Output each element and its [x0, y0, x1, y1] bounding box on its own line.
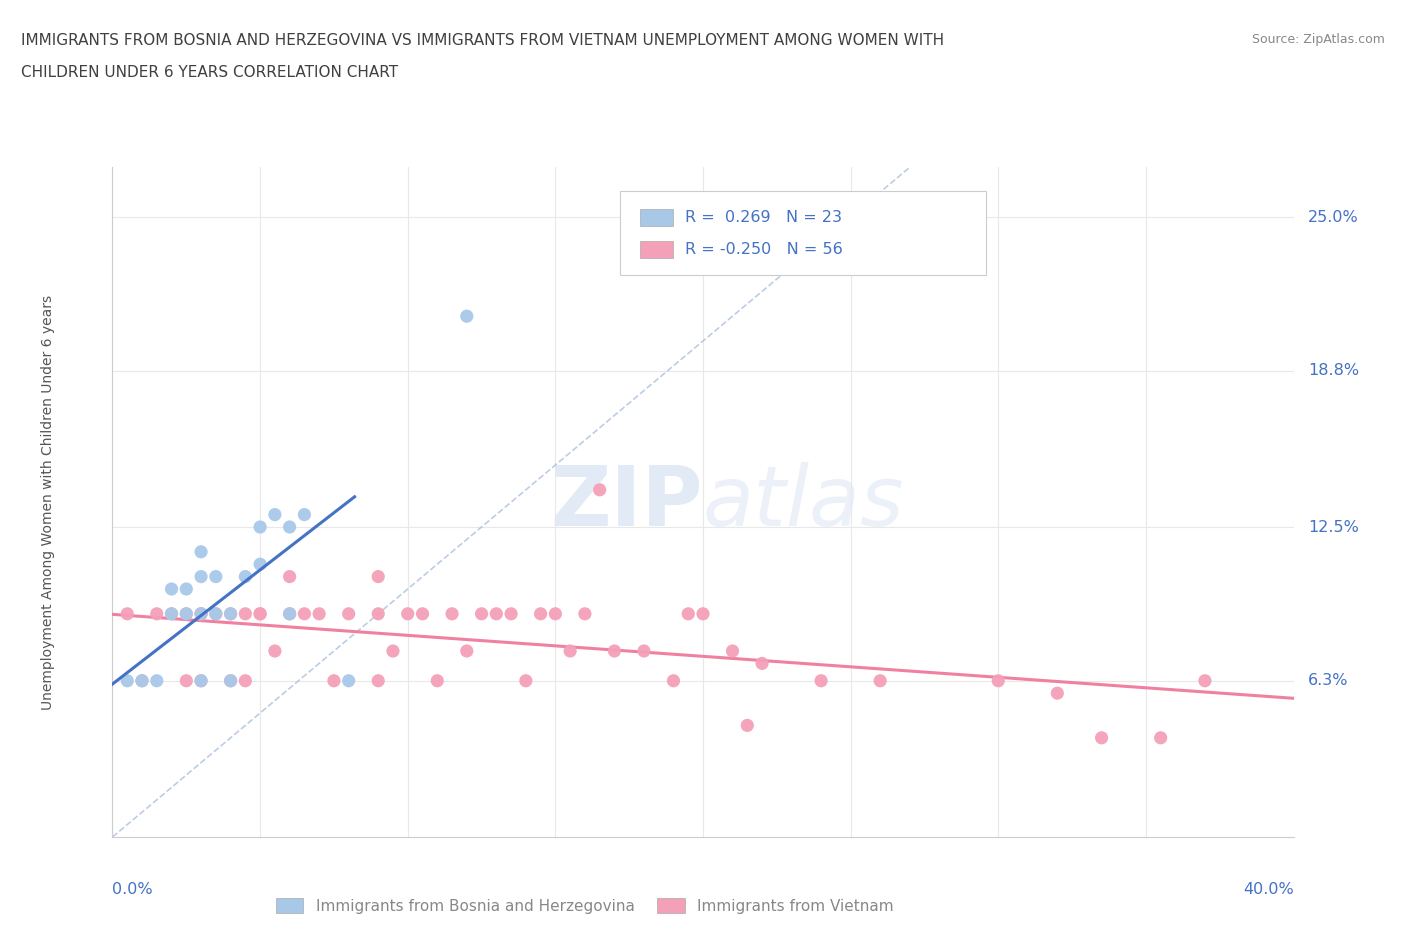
Text: IMMIGRANTS FROM BOSNIA AND HERZEGOVINA VS IMMIGRANTS FROM VIETNAM UNEMPLOYMENT A: IMMIGRANTS FROM BOSNIA AND HERZEGOVINA V… — [21, 33, 945, 47]
Point — [737, 718, 759, 733]
Point — [1150, 730, 1173, 745]
Point — [190, 673, 212, 688]
Point — [249, 606, 271, 621]
Point — [456, 644, 478, 658]
Point — [174, 581, 197, 596]
Point — [249, 520, 271, 535]
Point — [219, 606, 242, 621]
Text: ZIP: ZIP — [551, 461, 703, 543]
Point — [190, 606, 212, 621]
Text: atlas: atlas — [703, 461, 904, 543]
Point — [174, 673, 197, 688]
Point — [337, 606, 360, 621]
Point — [396, 606, 419, 621]
Point — [426, 673, 449, 688]
Point — [603, 644, 626, 658]
Point — [1194, 673, 1216, 688]
Text: 25.0%: 25.0% — [1309, 209, 1360, 224]
Text: 12.5%: 12.5% — [1309, 520, 1360, 535]
Text: 18.8%: 18.8% — [1309, 364, 1360, 379]
Point — [233, 569, 256, 584]
Bar — [640, 208, 673, 226]
Point — [146, 673, 169, 688]
Point — [869, 673, 891, 688]
Point — [278, 606, 301, 621]
Text: 6.3%: 6.3% — [1309, 673, 1348, 688]
Point — [485, 606, 508, 621]
Point — [233, 606, 256, 621]
Point — [117, 673, 138, 688]
Point — [367, 569, 389, 584]
Point — [190, 569, 212, 584]
Point — [721, 644, 744, 658]
Point — [190, 606, 212, 621]
Point — [751, 656, 773, 671]
Point — [233, 673, 256, 688]
Point — [174, 606, 197, 621]
Point — [174, 606, 197, 621]
Point — [501, 606, 523, 621]
Point — [558, 644, 582, 658]
Point — [1091, 730, 1114, 745]
Point — [249, 606, 271, 621]
Point — [205, 606, 228, 621]
Point — [544, 606, 567, 621]
Text: Source: ZipAtlas.com: Source: ZipAtlas.com — [1251, 33, 1385, 46]
Point — [337, 673, 360, 688]
Point — [160, 606, 183, 621]
Point — [117, 606, 138, 621]
Point — [411, 606, 433, 621]
Point — [292, 606, 315, 621]
Point — [308, 606, 330, 621]
Point — [323, 673, 346, 688]
Point — [219, 673, 242, 688]
Point — [515, 673, 537, 688]
Point — [264, 644, 287, 658]
Bar — [640, 241, 673, 259]
Point — [574, 606, 596, 621]
Point — [278, 606, 301, 621]
Point — [190, 606, 212, 621]
Point — [529, 606, 551, 621]
Point — [205, 569, 228, 584]
Text: CHILDREN UNDER 6 YEARS CORRELATION CHART: CHILDREN UNDER 6 YEARS CORRELATION CHART — [21, 65, 398, 80]
Point — [264, 507, 287, 522]
Point — [131, 673, 153, 688]
Point — [382, 644, 405, 658]
Point — [692, 606, 714, 621]
Point — [219, 673, 242, 688]
Text: Unemployment Among Women with Children Under 6 years: Unemployment Among Women with Children U… — [41, 295, 55, 710]
Legend: Immigrants from Bosnia and Herzegovina, Immigrants from Vietnam: Immigrants from Bosnia and Herzegovina, … — [270, 892, 900, 920]
Point — [131, 673, 153, 688]
Point — [205, 606, 228, 621]
Point — [292, 507, 315, 522]
Point — [633, 644, 655, 658]
Point — [190, 544, 212, 559]
FancyBboxPatch shape — [620, 191, 987, 274]
Point — [160, 606, 183, 621]
Point — [278, 569, 301, 584]
Point — [810, 673, 832, 688]
Point — [190, 673, 212, 688]
Point — [441, 606, 464, 621]
Point — [367, 673, 389, 688]
Text: 0.0%: 0.0% — [112, 882, 153, 897]
Point — [278, 520, 301, 535]
Point — [678, 606, 700, 621]
Point — [1046, 685, 1069, 700]
Text: 40.0%: 40.0% — [1243, 882, 1294, 897]
Point — [367, 606, 389, 621]
Point — [588, 483, 610, 498]
Point — [160, 581, 183, 596]
Point — [662, 673, 685, 688]
Text: R = -0.250   N = 56: R = -0.250 N = 56 — [685, 242, 844, 257]
Point — [146, 606, 169, 621]
Text: R =  0.269   N = 23: R = 0.269 N = 23 — [685, 210, 842, 225]
Point — [470, 606, 494, 621]
Point — [987, 673, 1010, 688]
Point — [219, 606, 242, 621]
Point — [249, 557, 271, 572]
Point — [456, 309, 478, 324]
